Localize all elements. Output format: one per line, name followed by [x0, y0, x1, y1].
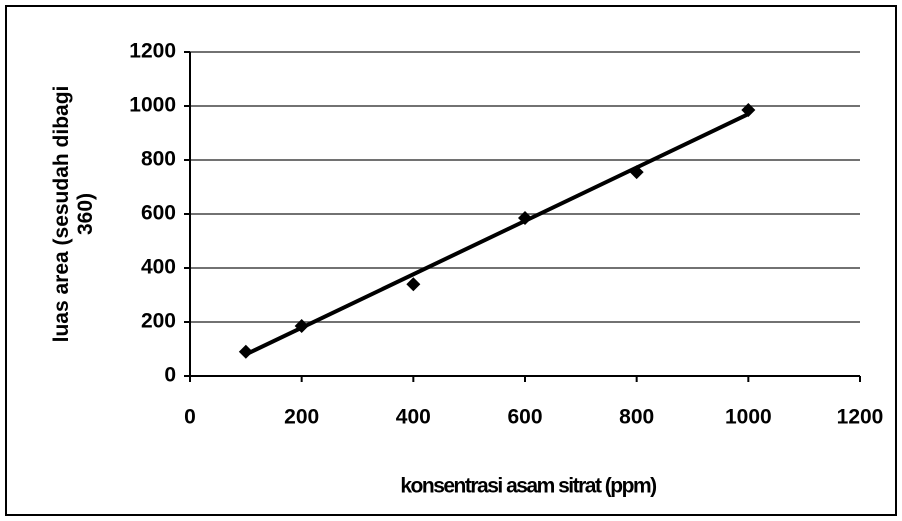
y-tick-label: 1200: [129, 40, 176, 63]
data-point: [238, 344, 253, 359]
x-tick-label: 400: [396, 406, 431, 429]
y-tick-label: 600: [141, 202, 176, 225]
y-axis-label-line: 360): [74, 193, 97, 235]
y-tick-label: 1000: [129, 94, 176, 117]
y-tick-label: 0: [164, 364, 176, 387]
y-tick-label: 200: [141, 310, 176, 333]
data-point: [294, 319, 309, 334]
x-tick-label: 0: [184, 406, 196, 429]
y-axis-label: luas area (sesudah dibagi360): [50, 86, 97, 343]
y-axis-label-line: luas area (sesudah dibagi: [50, 86, 73, 343]
x-axis-label: konsentrasi asam sitrat (ppm): [400, 475, 656, 498]
x-tick-label: 1000: [725, 406, 772, 429]
data-point: [741, 103, 756, 118]
trendline: [244, 112, 750, 357]
x-tick-label: 200: [284, 406, 319, 429]
y-tick-label: 800: [141, 148, 176, 171]
x-tick-label: 800: [619, 406, 654, 429]
data-point: [629, 165, 644, 180]
chart-frame: [5, 5, 897, 516]
x-tick-label: 600: [507, 406, 542, 429]
data-point: [406, 277, 421, 292]
data-point: [518, 211, 532, 226]
y-tick-label: 400: [141, 256, 176, 279]
x-tick-label: 1200: [837, 406, 884, 429]
